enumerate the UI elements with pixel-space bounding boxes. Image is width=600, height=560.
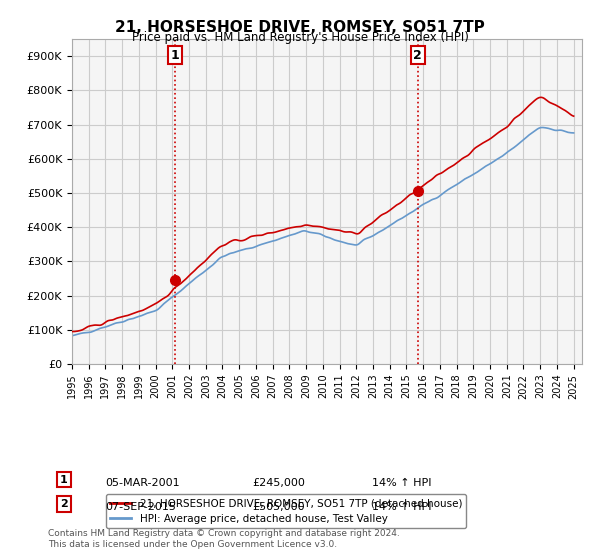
Text: 07-SEP-2015: 07-SEP-2015 [105, 502, 176, 512]
Legend: 21, HORSESHOE DRIVE, ROMSEY, SO51 7TP (detached house), HPI: Average price, deta: 21, HORSESHOE DRIVE, ROMSEY, SO51 7TP (d… [106, 494, 466, 528]
Text: £505,000: £505,000 [252, 502, 305, 512]
Text: 2: 2 [413, 49, 422, 62]
Text: 1: 1 [171, 49, 179, 62]
Text: 14% ↑ HPI: 14% ↑ HPI [372, 478, 431, 488]
Text: 05-MAR-2001: 05-MAR-2001 [105, 478, 179, 488]
Text: £245,000: £245,000 [252, 478, 305, 488]
Text: 2: 2 [60, 499, 68, 509]
Text: 14% ↑ HPI: 14% ↑ HPI [372, 502, 431, 512]
Text: 21, HORSESHOE DRIVE, ROMSEY, SO51 7TP: 21, HORSESHOE DRIVE, ROMSEY, SO51 7TP [115, 20, 485, 35]
Text: Price paid vs. HM Land Registry's House Price Index (HPI): Price paid vs. HM Land Registry's House … [131, 31, 469, 44]
Text: Contains HM Land Registry data © Crown copyright and database right 2024.
This d: Contains HM Land Registry data © Crown c… [48, 529, 400, 549]
Text: 1: 1 [60, 475, 68, 485]
